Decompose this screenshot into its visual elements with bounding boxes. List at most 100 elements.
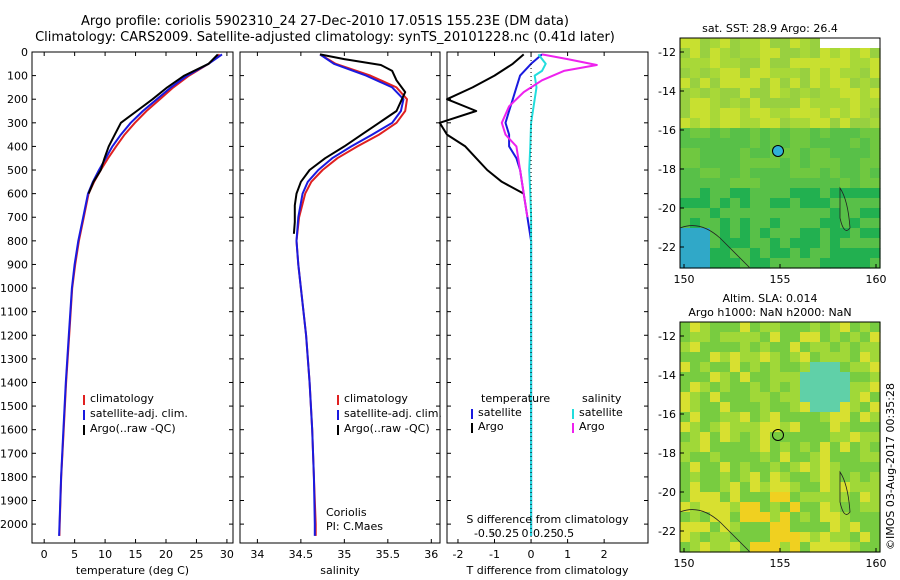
map-cell — [690, 462, 701, 473]
map-cell — [730, 452, 741, 463]
map-cell — [730, 228, 741, 239]
map-cell — [870, 392, 881, 403]
depth-tick-label: 1100 — [0, 306, 28, 319]
map-cell — [690, 502, 701, 513]
map-cell — [730, 402, 741, 413]
map-cell — [750, 38, 761, 49]
map-cell — [720, 218, 731, 229]
depth-tick-label: 500 — [7, 164, 28, 177]
map-cell — [720, 442, 731, 453]
map-cell — [770, 48, 781, 59]
map-cell — [760, 198, 771, 209]
map-cell — [820, 198, 831, 209]
map-cell — [810, 342, 821, 353]
map-cell — [710, 352, 721, 363]
map-cell — [710, 188, 721, 199]
map-cell — [820, 148, 831, 159]
map-cell — [750, 258, 761, 269]
map-cell — [850, 48, 861, 59]
map-cell — [810, 58, 821, 69]
map-cell — [710, 108, 721, 119]
map-cell — [810, 512, 821, 523]
map-cell — [840, 542, 851, 553]
map-cell — [770, 382, 781, 393]
map-cell — [830, 158, 841, 169]
map-cell — [740, 422, 751, 433]
sdiff-tick-label: -0.25 — [491, 527, 519, 540]
map-cell — [800, 422, 811, 433]
map-cell — [810, 472, 821, 483]
map-cell — [800, 238, 811, 249]
map-cell — [790, 382, 801, 393]
map-cell — [770, 502, 781, 513]
map-cell — [850, 128, 861, 139]
map-cell — [870, 532, 881, 543]
map-cell — [870, 118, 881, 129]
map-cell — [750, 218, 761, 229]
map-cell — [710, 382, 721, 393]
map-cell — [730, 322, 741, 333]
map-cell — [740, 352, 751, 363]
map-cell — [820, 78, 831, 89]
map-cell — [760, 542, 771, 553]
map-cell — [780, 432, 791, 443]
map-cell — [680, 442, 691, 453]
map-cell — [700, 38, 711, 49]
map-cell — [840, 48, 851, 59]
map-cell — [680, 228, 691, 239]
map-cell — [820, 482, 831, 493]
map-cell — [750, 88, 761, 99]
sdiff-tick-label: 0.5 — [557, 527, 575, 540]
map-cell — [860, 512, 871, 523]
map-cell — [690, 238, 701, 249]
map-cell — [760, 482, 771, 493]
map-cell — [770, 442, 781, 453]
depth-tick-label: 100 — [7, 70, 28, 83]
map-cell — [800, 382, 811, 393]
map-cell — [820, 108, 831, 119]
map-cell — [870, 188, 881, 199]
map-lat-label: -22 — [658, 241, 676, 254]
map-cell — [680, 88, 691, 99]
map-cell — [680, 332, 691, 343]
map-cell — [780, 58, 791, 69]
map-cell — [800, 442, 811, 453]
map-cell — [760, 248, 771, 259]
map-cell — [710, 412, 721, 423]
map-cell — [820, 188, 831, 199]
map-cell — [810, 98, 821, 109]
map-cell — [790, 482, 801, 493]
map-cell — [780, 258, 791, 269]
map-cell — [790, 462, 801, 473]
map-cell — [690, 208, 701, 219]
map-cell — [830, 462, 841, 473]
map-cell — [730, 512, 741, 523]
map-cell — [770, 118, 781, 129]
map-cell — [760, 148, 771, 159]
map-cell — [710, 542, 721, 553]
map-cell — [830, 58, 841, 69]
map-cell — [690, 198, 701, 209]
map-cell — [790, 492, 801, 503]
map-cell — [790, 342, 801, 353]
map-cell — [740, 68, 751, 79]
map-cell — [790, 198, 801, 209]
map-cell — [840, 38, 851, 49]
map-cell — [830, 402, 841, 413]
map-cell — [810, 68, 821, 79]
map-cell — [750, 148, 761, 159]
map-cell — [800, 58, 811, 69]
temp-legend-label: Argo — [478, 420, 504, 433]
map-cell — [690, 522, 701, 533]
map-cell — [770, 472, 781, 483]
map-cell — [780, 188, 791, 199]
map-cell — [720, 258, 731, 269]
map-cell — [820, 472, 831, 483]
map-cell — [780, 472, 791, 483]
map-cell — [730, 238, 741, 249]
map-cell — [800, 412, 811, 423]
map-cell — [760, 168, 771, 179]
map-cell — [740, 218, 751, 229]
map-cell — [680, 258, 691, 269]
map-cell — [850, 228, 861, 239]
